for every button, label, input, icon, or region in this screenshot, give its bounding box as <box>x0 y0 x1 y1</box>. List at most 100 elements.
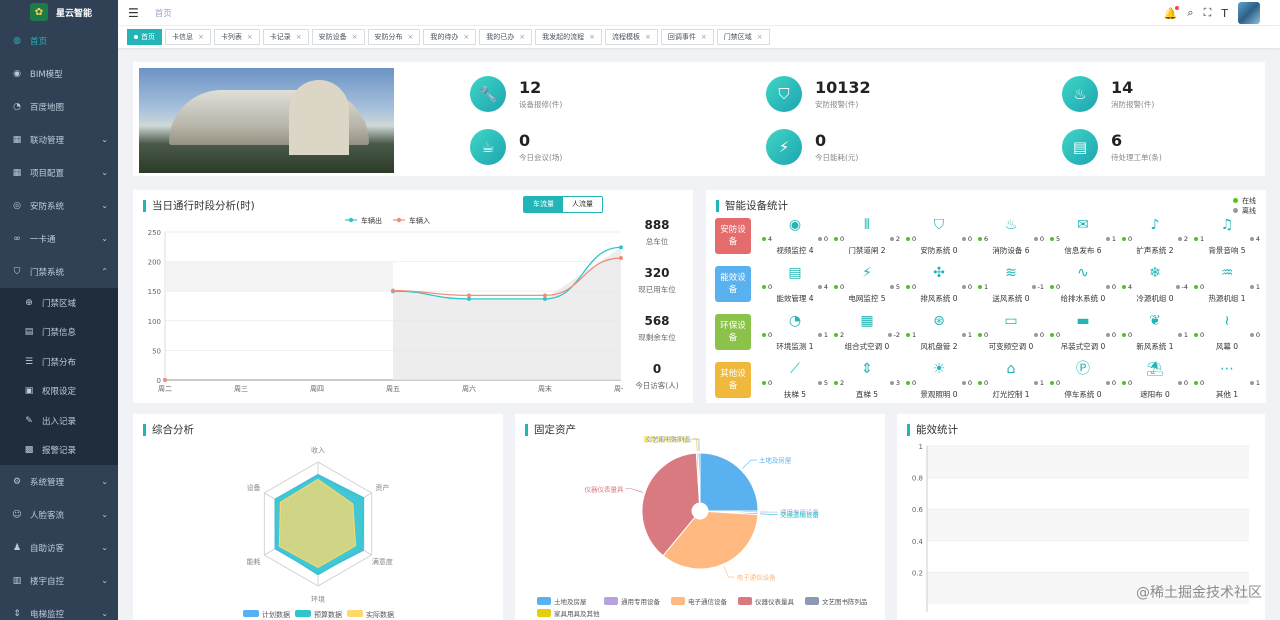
close-icon[interactable]: × <box>407 33 414 41</box>
close-icon[interactable]: × <box>198 33 204 41</box>
data-point[interactable] <box>543 296 547 301</box>
device-item[interactable]: ♪ 0 2 扩声系统 2 <box>1120 216 1190 256</box>
sidebar-item-4[interactable]: ▦ 项目配置 ⌄ <box>0 156 118 189</box>
device-item[interactable]: ⛉ 0 0 安防系统 0 <box>904 216 974 256</box>
device-item[interactable]: ✣ 0 0 排风系统 0 <box>904 264 974 304</box>
device-item[interactable]: ❦ 0 1 新风系统 1 <box>1120 312 1190 352</box>
device-item[interactable]: ▭ 0 0 可变频空调 0 <box>976 312 1046 352</box>
data-point[interactable] <box>467 293 471 298</box>
device-item[interactable]: ☀ 0 0 景观照明 0 <box>904 360 974 400</box>
legend-label[interactable]: 仪器仪表量具 <box>755 597 795 606</box>
device-item[interactable]: ∿ 0 0 给排水系统 0 <box>1048 264 1118 304</box>
device-item[interactable]: ✉ 5 1 信息发布 6 <box>1048 216 1118 256</box>
pie-slice[interactable] <box>641 452 701 557</box>
device-item[interactable]: ⌂ 0 1 灯光控制 1 <box>976 360 1046 400</box>
close-icon[interactable]: × <box>756 33 763 41</box>
device-item[interactable]: ⊛ 1 1 风机盘管 2 <box>904 312 974 352</box>
data-point[interactable] <box>391 288 395 293</box>
sidebar-item-1[interactable]: ◉ BIM模型 <box>0 57 118 90</box>
device-item[interactable]: ⇕ 2 3 直梯 5 <box>832 360 902 400</box>
tab-tag[interactable]: 卡列表 × <box>213 29 260 45</box>
device-category[interactable]: 其他设备 <box>715 362 751 398</box>
stat-card[interactable]: ⛉ 10132 安防报警(件) <box>766 76 871 112</box>
data-point[interactable] <box>163 378 167 382</box>
tab-tag[interactable]: 流程模板 × <box>605 29 658 45</box>
data-point[interactable] <box>467 296 471 301</box>
sidebar-item-1[interactable]: ☺ 人脸客流 ⌄ <box>0 498 118 531</box>
close-icon[interactable]: × <box>700 33 707 41</box>
sidebar-item-0[interactable]: ◍ 首页 <box>0 24 118 57</box>
device-item[interactable]: ♫ 1 4 背景音响 5 <box>1192 216 1262 256</box>
tab-tag[interactable]: 安防设备 × <box>311 29 365 45</box>
submenu-item[interactable]: ▤ 门禁信息 <box>0 318 118 348</box>
sidebar-item-5[interactable]: ◎ 安防系统 ⌄ <box>0 189 118 222</box>
tab-tag[interactable]: 卡记录 × <box>262 29 309 45</box>
pie-slice[interactable] <box>662 510 759 570</box>
device-item[interactable]: ⛱ 0 0 遮阳布 0 <box>1120 360 1190 400</box>
bell-icon[interactable]: 🔔 <box>1163 5 1180 20</box>
sidebar-item-0[interactable]: ⚙ 系统管理 ⌄ <box>0 465 118 498</box>
tab-tag[interactable]: 回调事件 × <box>660 29 714 45</box>
device-item[interactable]: ⋯ 0 1 其他 1 <box>1192 360 1262 400</box>
device-item[interactable]: ⫴ 0 2 门禁道闸 2 <box>832 216 902 256</box>
device-item[interactable]: ⟋ 0 5 扶梯 5 <box>760 360 830 400</box>
device-item[interactable]: ≋ 1 -1 送风系统 0 <box>976 264 1046 304</box>
sidebar-item-3[interactable]: ▦ 联动管理 ⌄ <box>0 123 118 156</box>
stat-card[interactable]: ♨ 14 消防报警(件) <box>1062 76 1154 112</box>
close-icon[interactable]: × <box>589 33 595 41</box>
app-logo[interactable]: ✿ 星云智能 <box>0 0 118 24</box>
tab-tag[interactable]: 门禁区域 × <box>716 29 770 45</box>
legend-label[interactable]: 车辆出 <box>361 216 382 225</box>
breadcrumb[interactable]: 首页 <box>154 8 172 19</box>
pie-slice[interactable] <box>699 452 759 512</box>
sidebar-item-3[interactable]: ▥ 楼宇自控 ⌄ <box>0 564 118 597</box>
tab-people-flow[interactable]: 人流量 <box>563 197 602 212</box>
menu-toggle-icon[interactable]: ☰ <box>128 5 139 20</box>
stat-card[interactable]: ☕ 0 今日会议(场) <box>470 129 562 165</box>
submenu-item[interactable]: ▩ 报警记录 <box>0 436 118 466</box>
device-category[interactable]: 能效设备 <box>715 266 751 302</box>
device-item[interactable]: ♒ 0 1 热源机组 1 <box>1192 264 1262 304</box>
tab-tag[interactable]: 我发起的流程 × <box>535 29 602 45</box>
device-category[interactable]: 环保设备 <box>715 314 751 350</box>
device-item[interactable]: ▬ 0 0 吊装式空调 0 <box>1048 312 1118 352</box>
sidebar-item-2[interactable]: ◔ 百度地图 <box>0 90 118 123</box>
legend-label[interactable]: 文艺图书陈列品 <box>822 597 868 606</box>
submenu-item[interactable]: ✎ 出入记录 <box>0 406 118 436</box>
stat-card[interactable]: ⚡ 0 今日能耗(元) <box>766 129 858 165</box>
device-item[interactable]: ♨ 6 0 消防设备 6 <box>976 216 1046 256</box>
sidebar-item-6[interactable]: ∞ 一卡通 ⌄ <box>0 222 118 255</box>
legend-label[interactable]: 家具用具及其他 <box>554 609 600 618</box>
data-point[interactable] <box>619 256 623 261</box>
device-item[interactable]: Ⓟ 0 0 停车系统 0 <box>1048 360 1118 400</box>
legend-label[interactable]: 预算数据 <box>314 610 342 619</box>
device-item[interactable]: ≀ 0 0 风幕 0 <box>1192 312 1262 352</box>
close-icon[interactable]: × <box>519 33 526 41</box>
legend-label[interactable]: 计划数据 <box>262 610 290 619</box>
radar-series-2[interactable] <box>278 478 357 568</box>
close-icon[interactable]: × <box>645 33 651 41</box>
font-size-icon[interactable]: T <box>1221 6 1228 20</box>
device-item[interactable]: ▤ 0 4 能效管理 4 <box>760 264 830 304</box>
legend-label[interactable]: 实际数据 <box>366 610 394 619</box>
tab-tag[interactable]: 安防分布 × <box>367 29 421 45</box>
device-category[interactable]: 安防设备 <box>715 218 751 254</box>
legend-label[interactable]: 车辆入 <box>409 216 430 225</box>
device-item[interactable]: ▦ 2 -2 组合式空调 0 <box>832 312 902 352</box>
tab-tag[interactable]: 首页 <box>127 29 162 45</box>
data-point[interactable] <box>619 245 623 250</box>
legend-label[interactable]: 电子通信设备 <box>688 597 728 606</box>
device-item[interactable]: ❄ 4 -4 冷源机组 0 <box>1120 264 1190 304</box>
tab-vehicle-flow[interactable]: 车流量 <box>524 197 563 212</box>
device-item[interactable]: ⚡ 0 5 电网监控 5 <box>832 264 902 304</box>
sidebar-item-2[interactable]: ♟ 自助访客 ⌄ <box>0 531 118 564</box>
close-icon[interactable]: × <box>463 33 470 41</box>
avatar[interactable] <box>1238 2 1260 24</box>
tab-tag[interactable]: 我的已办 × <box>479 29 533 45</box>
close-icon[interactable]: × <box>351 33 358 41</box>
stat-card[interactable]: ▤ 6 待处理工单(条) <box>1062 129 1162 165</box>
tab-tag[interactable]: 我的待办 × <box>423 29 477 45</box>
legend-label[interactable]: 通用专用设备 <box>621 597 661 606</box>
submenu-item[interactable]: ▣ 权限设定 <box>0 377 118 407</box>
stat-card[interactable]: 🔧 12 设备报修(件) <box>470 76 562 112</box>
